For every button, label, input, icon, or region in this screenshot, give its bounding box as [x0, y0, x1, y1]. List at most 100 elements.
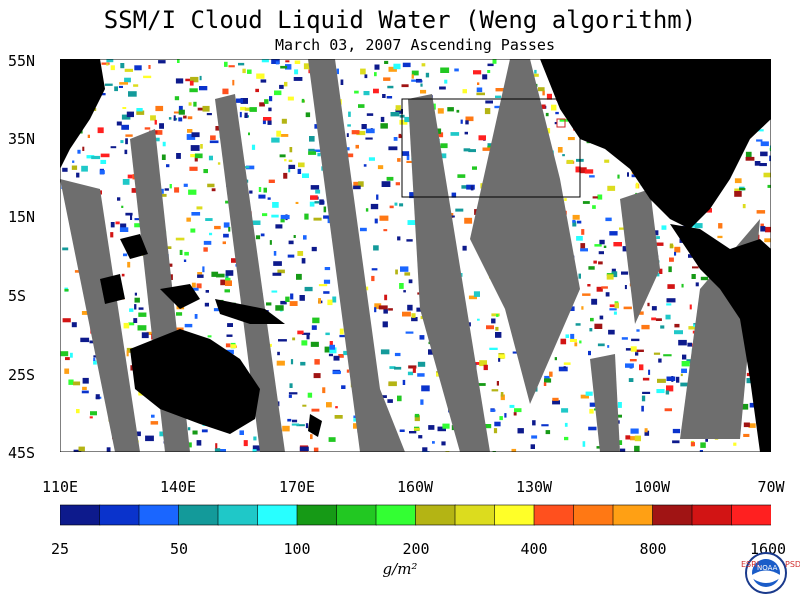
lon-label-130w: 130W: [494, 478, 574, 496]
cloud-water-cell: [403, 63, 411, 67]
cloud-water-cell: [383, 309, 388, 314]
cloud-water-cell: [375, 219, 378, 224]
cloud-water-cell: [381, 349, 390, 354]
cloud-water-cell: [223, 234, 229, 238]
cloud-water-cell: [682, 361, 690, 366]
cloud-water-cell: [641, 325, 649, 329]
cloud-water-cell: [620, 449, 625, 452]
cloud-water-cell: [764, 238, 770, 242]
cloud-water-cell: [100, 170, 105, 174]
cloud-water-cell: [176, 153, 181, 159]
cloud-water-cell: [582, 293, 590, 296]
cloud-water-cell: [534, 70, 536, 74]
cloud-water-cell: [477, 319, 480, 321]
cloud-water-cell: [391, 112, 400, 116]
colorbar-swatch: [534, 505, 574, 525]
cloud-water-cell: [192, 132, 200, 137]
cloud-water-cell: [551, 105, 556, 111]
colorbar-swatch: [613, 505, 653, 525]
cloud-water-cell: [598, 344, 605, 347]
cloud-water-cell: [498, 354, 505, 358]
cloud-water-cell: [288, 169, 290, 173]
cloud-water-cell: [759, 163, 767, 166]
cloud-water-cell: [317, 153, 320, 157]
cloud-water-cell: [202, 266, 204, 272]
cloud-water-cell: [607, 345, 609, 348]
cloud-water-cell: [122, 274, 125, 277]
cloud-water-cell: [193, 102, 196, 107]
cloud-water-cell: [635, 352, 638, 355]
cloud-water-cell: [735, 178, 742, 183]
cloud-water-cell: [610, 304, 615, 307]
cloud-water-cell: [82, 391, 89, 394]
cloud-water-cell: [647, 303, 649, 306]
cloud-water-cell: [134, 304, 136, 309]
cloud-water-cell: [570, 339, 577, 342]
cloud-water-cell: [380, 123, 388, 128]
cloud-water-cell: [277, 270, 285, 274]
cloud-water-cell: [665, 408, 672, 411]
cloud-water-cell: [667, 298, 676, 302]
cloud-water-cell: [200, 144, 203, 149]
cloud-water-cell: [476, 93, 485, 96]
cloud-water-cell: [210, 135, 216, 140]
cloud-water-cell: [499, 416, 503, 420]
cloud-water-cell: [310, 434, 313, 439]
cloud-water-cell: [408, 372, 413, 376]
cloud-water-cell: [272, 291, 278, 293]
cloud-water-cell: [358, 104, 365, 108]
cloud-water-cell: [607, 186, 615, 191]
cloud-water-cell: [305, 287, 313, 291]
cloud-water-cell: [210, 141, 219, 144]
cloud-water-cell: [119, 82, 128, 85]
colorbar-swatch: [732, 505, 772, 525]
cloud-water-cell: [329, 437, 336, 442]
cloud-water-cell: [227, 323, 233, 327]
cloud-water-cell: [570, 334, 574, 339]
cloud-water-cell: [562, 154, 565, 156]
cloud-water-cell: [308, 393, 312, 398]
cloud-water-cell: [384, 61, 388, 64]
cloud-water-cell: [367, 113, 373, 116]
cloud-water-cell: [188, 427, 190, 430]
cloud-water-cell: [420, 335, 425, 340]
cloud-water-cell: [451, 132, 460, 136]
cloud-water-cell: [406, 332, 414, 334]
cloud-water-cell: [227, 335, 233, 337]
cloud-water-cell: [352, 130, 360, 134]
cloud-water-cell: [307, 335, 310, 340]
cloud-water-cell: [600, 316, 604, 320]
cloud-water-cell: [93, 360, 97, 364]
cloud-water-cell: [379, 305, 388, 309]
cloud-water-cell: [340, 329, 344, 335]
cloud-water-cell: [177, 59, 180, 63]
cloud-water-cell: [360, 69, 366, 75]
cloud-water-cell: [489, 348, 497, 350]
cloud-water-cell: [634, 446, 640, 452]
cloud-water-cell: [413, 367, 416, 373]
cloud-water-cell: [143, 76, 151, 78]
cloud-water-cell: [420, 90, 426, 94]
cloud-water-cell: [166, 164, 169, 167]
cloud-water-cell: [191, 212, 200, 216]
cloud-water-cell: [302, 173, 309, 178]
cloud-water-cell: [264, 188, 268, 193]
cloud-water-cell: [635, 436, 641, 442]
colorbar-swatch: [258, 505, 298, 525]
cloud-water-cell: [148, 65, 150, 69]
colorbar-label-200: 200: [386, 540, 446, 558]
cloud-water-cell: [197, 272, 202, 274]
cloud-water-cell: [200, 76, 202, 80]
cloud-water-cell: [224, 222, 230, 227]
cloud-water-cell: [248, 133, 250, 136]
cloud-water-cell: [631, 339, 639, 341]
logo-center-text: NOAA: [757, 564, 777, 572]
cloud-water-cell: [388, 146, 397, 150]
cloud-water-cell: [187, 129, 192, 133]
cloud-water-cell: [580, 248, 588, 251]
lat-label-35n: 35N: [8, 130, 58, 148]
cloud-water-cell: [176, 238, 185, 241]
cloud-water-cell: [479, 135, 487, 140]
cloud-water-cell: [674, 330, 683, 334]
cloud-water-cell: [190, 81, 194, 86]
